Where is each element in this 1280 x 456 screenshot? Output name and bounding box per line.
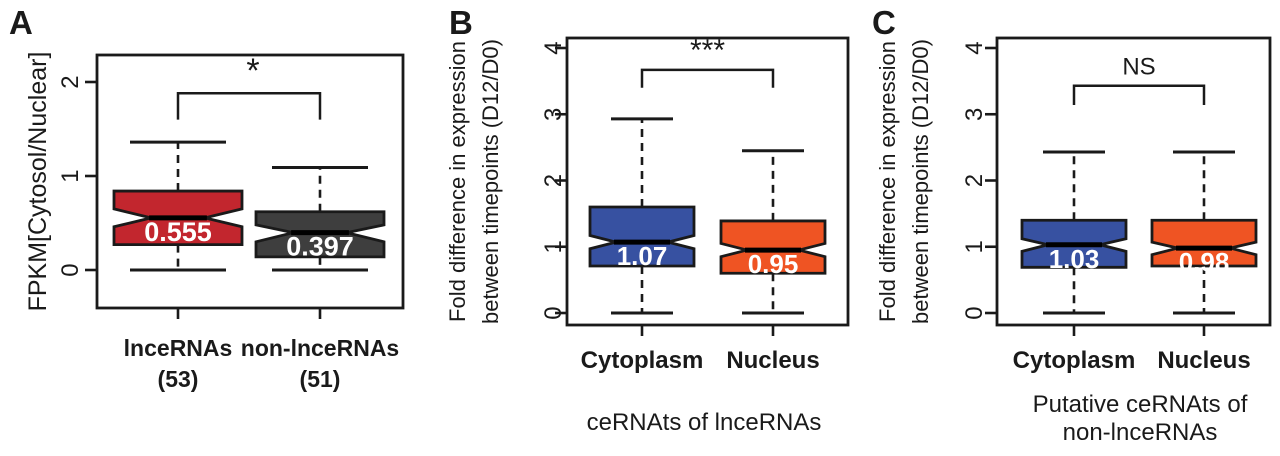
box-c-1: 1.03 Cytoplasm [1013, 150, 1136, 374]
y-axis-label-b: between timepoints (D12/D0) [478, 39, 503, 324]
y-tick-label-b: 2 [540, 174, 567, 187]
category-label: non-lnceRNAs [241, 335, 399, 361]
y-tick-label-b: 1 [540, 240, 567, 253]
y-tick-label-c: 1 [961, 240, 988, 253]
notched-box [588, 205, 696, 268]
y-tick-label-c: 3 [961, 108, 988, 121]
significance-label-b: *** [690, 34, 725, 67]
notched-box [1150, 218, 1258, 268]
notched-box [719, 219, 827, 275]
panel-c: 0 1 2 3 4 Fold difference in expression betwee… [875, 36, 1272, 446]
significance-bracket-a [176, 92, 322, 120]
box-a-2: 0.397 non-lnceRNAs (51) [241, 166, 399, 392]
significance-label-a: * [246, 52, 259, 90]
y-tick-label-b: 0 [540, 306, 567, 319]
y-axis-label-c: between timepoints (D12/D0) [908, 39, 933, 324]
category-label: Cytoplasm [1013, 347, 1136, 374]
box-c-2: 0.98 Nucleus [1150, 150, 1258, 374]
median-value-label: 0.397 [286, 232, 354, 262]
category-label: (51) [300, 366, 341, 392]
median-value-label: 0.555 [144, 217, 212, 247]
plot-frame-a [95, 53, 405, 310]
box-b-2: 0.95 Nucleus [719, 149, 827, 374]
category-label: Nucleus [726, 347, 819, 374]
x-axis-title-c: non-lnceRNAs [1063, 419, 1218, 446]
panel-b: 0 1 2 3 4 Fold difference in expression betwee… [445, 34, 850, 436]
y-tick-label-c: 4 [961, 41, 988, 54]
y-tick-label-c: 0 [961, 306, 988, 319]
y-tick-label-c: 2 [961, 174, 988, 187]
panel-label-b: B [449, 4, 473, 41]
significance-label-c: NS [1122, 54, 1155, 81]
y-axis-label-b: Fold difference in expression [445, 41, 470, 322]
y-axis-label-c: Fold difference in expression [875, 41, 900, 322]
significance-bracket-c [1072, 84, 1206, 105]
plot-frame-b [565, 36, 850, 327]
plot-frame-c [995, 36, 1272, 327]
median-value-label: 0.98 [1179, 247, 1230, 277]
y-axis-label-a: FPKM[Cytosol/Nuclear] [24, 52, 52, 312]
median-value-label: 1.03 [1049, 244, 1100, 274]
panel-label-c: C [872, 4, 896, 41]
y-tick-label-a: 0 [57, 263, 84, 276]
category-label: (53) [158, 366, 199, 392]
y-tick-label-b: 4 [540, 41, 567, 54]
y-tick-label-a: 1 [57, 169, 84, 182]
x-axis-title-b: ceRNAts of lnceRNAs [587, 409, 822, 436]
category-label: Cytoplasm [581, 347, 704, 374]
x-axis-title-c: Putative ceRNAts of [1033, 391, 1248, 418]
panel-a: 0 1 2 FPKM[Cytosol/Nuclear] 0.555 lnceRNAs (53… [24, 52, 405, 392]
y-tick-label-b: 3 [540, 108, 567, 121]
panel-label-a: A [9, 4, 33, 41]
category-label: lnceRNAs [124, 335, 233, 361]
median-value-label: 1.07 [617, 241, 668, 271]
median-value-label: 0.95 [748, 249, 799, 279]
box-a-1: 0.555 lnceRNAs (53) [112, 140, 244, 392]
category-label: Nucleus [1157, 347, 1250, 374]
box-b-1: 1.07 Cytoplasm [581, 117, 704, 374]
significance-bracket-b [640, 68, 775, 88]
y-tick-label-a: 2 [57, 75, 84, 88]
